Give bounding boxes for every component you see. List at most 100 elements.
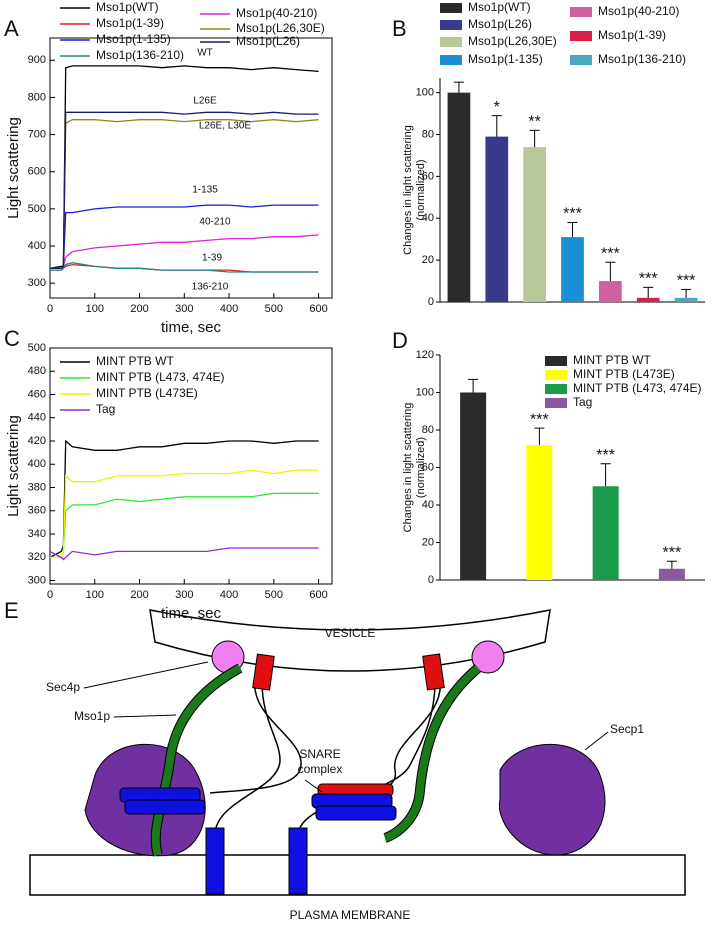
legend-label: Mso1p(136-210) <box>96 48 184 62</box>
pointer <box>83 661 209 689</box>
data-line <box>50 262 319 273</box>
legend-swatch <box>545 370 567 380</box>
x-tick-label: 400 <box>220 303 238 315</box>
x-tick-label: 100 <box>86 303 104 315</box>
x-tick-label: 600 <box>309 303 327 315</box>
legend-label: MINT PTB (L473E) <box>573 367 675 381</box>
bar <box>674 297 698 302</box>
significance: *** <box>639 271 658 288</box>
x-axis-label: time, sec <box>161 319 222 336</box>
pointer <box>584 731 609 751</box>
y-axis-label: Light scattering <box>5 117 22 219</box>
y-tick-label: 40 <box>422 212 434 224</box>
panel-label: A <box>4 16 19 41</box>
y-tick-label: 900 <box>28 54 46 66</box>
secp1-label: Secp1 <box>610 722 644 736</box>
panel-e: E VESICLE PLASMA MEMBRANE Sec4p Mso1p SN… <box>4 598 686 922</box>
significance: *** <box>677 273 696 290</box>
x-tick-label: 0 <box>47 303 53 315</box>
legend-swatch <box>570 55 592 65</box>
legend-label: Mso1p(40-210) <box>236 6 317 20</box>
annotation: L26E, L30E <box>199 121 252 132</box>
data-line <box>49 547 319 561</box>
mso1p <box>383 664 481 842</box>
legend-label: Tag <box>573 395 592 409</box>
vesicle-snare <box>252 653 275 691</box>
sec4p-label: Sec4p <box>46 680 80 694</box>
x-tick-label: 300 <box>175 303 193 315</box>
y-axis-label: Changes in light scattering <box>402 125 414 255</box>
y-axis-label: (normalized) <box>415 159 427 220</box>
y-tick-label: 340 <box>28 528 46 540</box>
legend-label: Mso1p(L26) <box>236 34 300 48</box>
y-tick-label: 0 <box>428 296 434 308</box>
snare-label: complex <box>298 762 343 776</box>
panel-label: B <box>392 16 407 41</box>
y-axis-label: Light scattering <box>5 415 22 517</box>
legend-label: Mso1p(L26) <box>468 17 532 31</box>
y-tick-label: 500 <box>28 342 46 354</box>
data-line <box>50 119 319 269</box>
legend-label: Mso1p(WT) <box>96 0 159 14</box>
legend-label: Mso1p(WT) <box>468 0 531 14</box>
legend-swatch <box>440 37 462 47</box>
y-tick-label: 20 <box>422 536 434 548</box>
data-line <box>49 65 319 269</box>
y-tick-label: 600 <box>28 166 46 178</box>
mso1p <box>151 664 242 857</box>
legend-swatch <box>570 31 592 41</box>
vesicle-snare <box>422 653 445 691</box>
y-tick-label: 20 <box>422 254 434 266</box>
y-tick-label: 120 <box>416 349 434 361</box>
legend-label: Mso1p(1-39) <box>598 28 666 42</box>
legend-label: MINT PTB (L473, 474E) <box>573 381 702 395</box>
bar <box>460 392 487 580</box>
data-line <box>50 111 319 269</box>
legend-swatch <box>545 356 567 366</box>
bar <box>592 486 619 580</box>
y-tick-label: 420 <box>28 435 46 447</box>
y-tick-label: 80 <box>422 424 434 436</box>
x-axis-label: time, sec <box>161 605 222 622</box>
mso1p-label: Mso1p <box>74 709 110 723</box>
y-tick-label: 460 <box>28 388 46 400</box>
y-tick-label: 400 <box>28 240 46 252</box>
membrane-snare <box>288 827 308 895</box>
bar <box>658 568 685 580</box>
significance: *** <box>530 411 549 428</box>
plasma-membrane <box>29 854 686 896</box>
data-line <box>49 439 319 558</box>
bar <box>485 136 509 302</box>
x-tick-label: 200 <box>130 589 148 601</box>
connector <box>209 679 302 794</box>
legend-label: Mso1p(1-135) <box>468 52 543 66</box>
data-line <box>50 234 319 269</box>
x-tick-label: 100 <box>86 589 104 601</box>
bar <box>447 92 471 302</box>
legend-label: MINT PTB WT <box>96 354 174 368</box>
vesicle-label: VESICLE <box>325 626 376 640</box>
data-line <box>50 469 319 558</box>
significance: *** <box>563 206 582 223</box>
y-axis-label: Changes in light scattering <box>402 403 414 533</box>
panel-label: E <box>4 598 19 623</box>
snare-helix <box>124 799 206 815</box>
x-tick-label: 300 <box>175 589 193 601</box>
panel-label: C <box>4 326 20 351</box>
y-tick-label: 360 <box>28 505 46 517</box>
legend-swatch <box>440 20 462 30</box>
annotation: 1-39 <box>202 253 222 264</box>
membrane-label: PLASMA MEMBRANE <box>290 908 411 922</box>
bar <box>561 237 584 302</box>
y-tick-label: 500 <box>28 203 46 215</box>
bar <box>526 445 553 580</box>
pointer <box>304 779 323 793</box>
legend-swatch <box>440 3 462 13</box>
y-tick-label: 380 <box>28 481 46 493</box>
significance: ** <box>528 114 540 131</box>
legend-label: MINT PTB WT <box>573 353 651 367</box>
annotation: 1-135 <box>192 185 218 196</box>
legend-swatch <box>440 55 462 65</box>
legend-label: Mso1p(L26,30E) <box>468 34 557 48</box>
y-tick-label: 60 <box>422 170 434 182</box>
